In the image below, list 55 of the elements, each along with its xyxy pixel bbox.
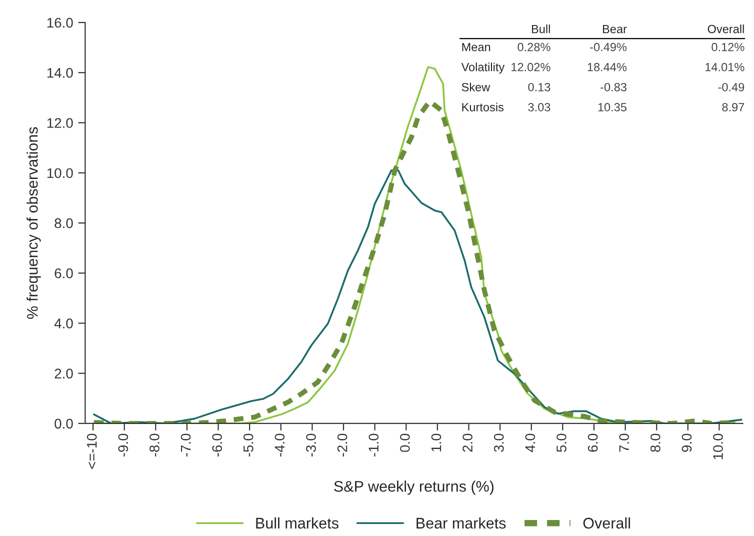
y-tick-label: 4.0 [54, 318, 73, 328]
annotation: 8.97 [722, 103, 744, 112]
x-tick-label: 2.0 [462, 434, 472, 452]
y-tick-label: 0.0 [54, 418, 73, 429]
annotation: 0.28% [518, 42, 550, 52]
x-tick-label: -4.0 [274, 434, 285, 456]
x-tick-label: -8.0 [150, 434, 160, 456]
x-tick-label: 10.0 [713, 434, 723, 460]
x-tick-label: 9.0 [682, 434, 692, 452]
y-tick-label: 16.0 [47, 18, 73, 28]
annotation: Skew [462, 82, 490, 92]
x-tick-label: 0.0 [400, 434, 410, 452]
annotation: 18.44% [588, 62, 627, 72]
annotation: -0.83 [600, 82, 626, 92]
x-tick-label: <=-10 [86, 434, 97, 469]
y-tick-label: 14.0 [47, 68, 73, 78]
x-tick-label: -5.0 [243, 434, 254, 456]
x-tick-label: 7.0 [619, 434, 630, 452]
y-tick-label: 8.0 [54, 218, 73, 228]
x-tick-label: 5.0 [556, 434, 566, 452]
annotation: 14.01% [706, 62, 744, 72]
annotation: -0.49% [590, 42, 627, 52]
annotation: 0.13 [528, 82, 550, 92]
x-tick-label: -1.0 [368, 434, 379, 456]
x-tick-label: 1.0 [431, 434, 442, 452]
x-axis-title: S&P weekly returns (%) [334, 480, 494, 495]
annotation: -0.49 [718, 82, 744, 92]
y-tick-label: 2.0 [54, 368, 73, 378]
annotation: Volatility [461, 62, 505, 74]
y-tick-label: 10.0 [47, 168, 73, 178]
annotation: 3.03 [528, 103, 550, 112]
x-tick-label: -6.0 [212, 434, 222, 456]
x-tick-label: 6.0 [588, 434, 598, 452]
x-tick-label: 4.0 [525, 434, 536, 452]
x-tick-label: -7.0 [180, 434, 191, 456]
annotation: Mean [462, 42, 490, 52]
annotation: Overall [708, 24, 744, 34]
legend-label: Overall [583, 517, 630, 529]
legend-label: Bull markets [256, 517, 338, 529]
annotation: Bear [603, 24, 627, 34]
y-tick-label: 12.0 [47, 118, 73, 128]
x-tick-label: -3.0 [306, 434, 316, 456]
legend-label: Bear markets [416, 517, 506, 529]
annotation: 0.12% [712, 42, 744, 52]
x-tick-label: -9.0 [118, 434, 128, 456]
annotation: Kurtosis [462, 102, 504, 112]
y-tick-label: 6.0 [54, 268, 73, 278]
annotation: 12.02% [512, 62, 550, 72]
annotation: Bull [532, 24, 550, 34]
y-axis-title: % frequency of observations [26, 127, 41, 319]
x-tick-label: 8.0 [650, 434, 660, 452]
line-series [93, 169, 742, 424]
annotation: 10.35 [598, 103, 626, 112]
x-tick-label: 3.0 [494, 434, 504, 452]
x-tick-label: -2.0 [337, 434, 348, 456]
